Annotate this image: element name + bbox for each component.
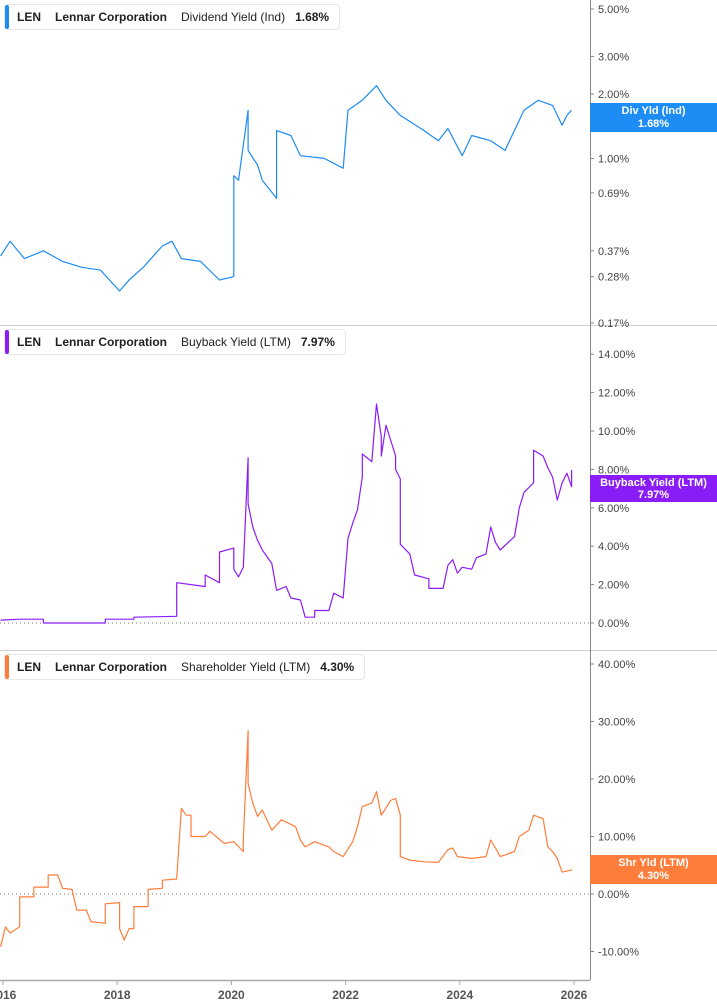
legend-ticker: LEN <box>17 10 41 24</box>
x-tick-label: 2018 <box>104 988 131 1002</box>
legend-ticker: LEN <box>17 335 41 349</box>
y-tick-label: 12.00% <box>598 388 636 400</box>
series-line-buyback <box>0 403 573 624</box>
y-tick-label: 0.69% <box>598 188 629 200</box>
y-tick-label: 2.00% <box>598 580 629 592</box>
legend-company: Lennar Corporation <box>55 660 168 674</box>
y-tick-label: 40.00% <box>598 659 636 671</box>
value-badge-buyback: Buyback Yield (LTM) 7.97% <box>590 475 717 502</box>
legend-value: 4.30% <box>320 660 355 674</box>
y-tick-label: 0.00% <box>598 618 629 630</box>
y-tick-label: 10.00% <box>598 832 636 844</box>
y-tick-label: 20.00% <box>598 774 636 786</box>
x-tick-label: 2026 <box>561 988 588 1002</box>
x-tick-label: 2016 <box>0 988 17 1002</box>
y-tick-label: 0.00% <box>598 889 629 901</box>
series-color-marker <box>5 5 9 29</box>
y-tick-label: 0.17% <box>598 318 629 330</box>
legend-metric: Buyback Yield (LTM) <box>181 335 291 349</box>
y-tick-label: 8.00% <box>598 464 629 476</box>
legend-metric: Shareholder Yield (LTM) <box>181 660 311 674</box>
x-tick-label: 2022 <box>332 988 359 1002</box>
y-tick-label: 4.00% <box>598 541 629 553</box>
y-tick-label: 30.00% <box>598 717 636 729</box>
badge-value: 7.97% <box>637 488 670 501</box>
y-tick-label: 0.37% <box>598 246 629 258</box>
y-tick-label: 1.00% <box>598 153 629 165</box>
y-tick-label: 0.28% <box>598 272 629 284</box>
badge-label: Div Yld (Ind) <box>621 105 686 117</box>
legend-company: Lennar Corporation <box>55 10 168 24</box>
series-line-shareholder <box>0 730 573 948</box>
badge-value: 4.30% <box>637 870 670 882</box>
y-tick-label: 10.00% <box>598 426 636 438</box>
y-tick-label: 5.00% <box>598 4 629 16</box>
series-line-dividend <box>0 85 573 292</box>
series-color-marker <box>5 655 9 679</box>
legend-value: 1.68% <box>295 10 330 24</box>
legend-value: 7.97% <box>300 335 335 349</box>
x-tick-label: 2020 <box>218 988 245 1002</box>
legend-dividend: LEN Lennar Corporation Dividend Yield (I… <box>4 4 341 30</box>
legend-buyback: LEN Lennar Corporation Buyback Yield (LT… <box>4 329 346 355</box>
legend-metric: Dividend Yield (Ind) <box>181 10 286 24</box>
badge-label: Buyback Yield (LTM) <box>600 476 707 489</box>
legend-ticker: LEN <box>17 660 41 674</box>
badge-label: Shr Yld (LTM) <box>618 857 689 869</box>
y-tick-label: 3.00% <box>598 51 629 63</box>
value-badge-shareholder: Shr Yld (LTM) 4.30% <box>590 855 717 884</box>
badge-value: 1.68% <box>637 118 670 130</box>
y-tick-label: 2.00% <box>598 89 629 101</box>
y-tick-label: -10.00% <box>598 947 639 959</box>
x-tick-label: 2024 <box>446 988 473 1002</box>
legend-shareholder: LEN Lennar Corporation Shareholder Yield… <box>4 654 366 680</box>
value-badge-dividend: Div Yld (Ind) 1.68% <box>590 103 717 132</box>
y-tick-label: 14.00% <box>598 349 636 361</box>
y-tick-label: 6.00% <box>598 503 629 515</box>
series-color-marker <box>5 330 9 354</box>
legend-company: Lennar Corporation <box>55 335 168 349</box>
